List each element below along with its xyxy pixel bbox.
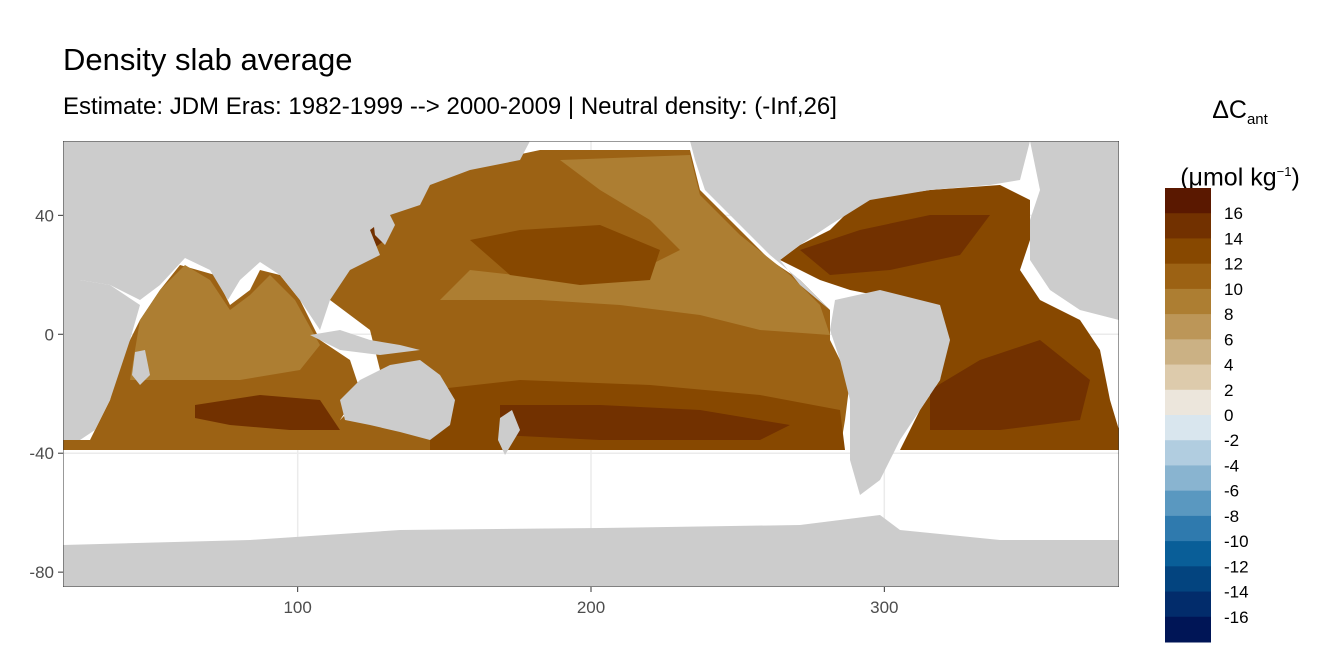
y-tick-label-3: -80 [29, 563, 54, 582]
legend-unit-pre: (μmol kg [1180, 163, 1277, 192]
indian-north-light [130, 265, 320, 380]
legend-label-6: 4 [1224, 356, 1233, 375]
legend-colorbar: 16 14 12 10 8 6 4 2 0 -2 -4 -6 -8 -10 -12 -14 -16 [1165, 188, 1249, 643]
legend-swatch-9 [1165, 415, 1211, 441]
legend-label-7: 2 [1224, 381, 1233, 400]
x-axis: 100 200 300 [283, 587, 899, 617]
legend-label-11: -6 [1224, 482, 1239, 501]
y-axis: 40 0 -40 -80 [29, 206, 63, 582]
legend-label-0: 16 [1224, 204, 1243, 223]
legend-unit-sup: −1 [1276, 164, 1292, 179]
y-tick-label-0: 40 [35, 206, 54, 225]
legend-title-main: ΔC [1212, 96, 1247, 124]
legend-swatch-1 [1165, 213, 1211, 239]
legend-label-13: -10 [1224, 532, 1249, 551]
pacific-south-dark [500, 405, 790, 440]
map-subtitle: Estimate: JDM Eras: 1982-1999 --> 2000-2… [63, 93, 837, 120]
legend-swatch-8 [1165, 389, 1211, 416]
legend-swatch-6 [1165, 339, 1211, 366]
legend-label-9: -2 [1224, 431, 1239, 450]
legend-label-16: -16 [1224, 608, 1249, 627]
indian-south-dark [195, 395, 340, 430]
legend-swatch-3 [1165, 263, 1211, 290]
legend-label-2: 12 [1224, 255, 1243, 274]
europe-land [1030, 141, 1119, 320]
africa-land [63, 280, 140, 440]
eurasia-land [63, 141, 530, 330]
pacific-subtropical-core [470, 225, 660, 285]
legend-label-3: 10 [1224, 280, 1243, 299]
map-panel [63, 141, 1119, 587]
pacific-band-light [440, 155, 830, 335]
legend-swatch-15 [1165, 566, 1211, 593]
south-america-land [830, 290, 950, 495]
japan-land [372, 205, 395, 245]
legend-swatch-2 [1165, 238, 1211, 265]
y-tick-label-2: -40 [29, 444, 54, 463]
legend-label-15: -14 [1224, 583, 1249, 602]
legend-title: ΔCant (μmol kg−1) [1160, 84, 1320, 203]
legend-swatch-17 [1165, 616, 1211, 643]
legend-label-5: 6 [1224, 330, 1233, 349]
legend-swatch-10 [1165, 440, 1211, 466]
legend-label-10: -4 [1224, 456, 1239, 475]
map-title: Density slab average [63, 42, 353, 77]
legend-swatch-4 [1165, 288, 1211, 315]
legend-label-12: -8 [1224, 507, 1239, 526]
north-america-land [690, 141, 1030, 310]
australia-land [340, 360, 455, 440]
indonesia-land [310, 330, 420, 355]
legend-label-14: -12 [1224, 557, 1249, 576]
ocean-field [63, 150, 1119, 450]
legend-label-4: 8 [1224, 305, 1233, 324]
legend-swatch-14 [1165, 541, 1211, 567]
legend-label-8: 0 [1224, 406, 1233, 425]
legend-unit-post: ) [1291, 163, 1300, 192]
legend-swatch-16 [1165, 591, 1211, 618]
legend-swatch-0 [1165, 188, 1211, 214]
madagascar-land [132, 350, 150, 385]
legend-swatch-11 [1165, 465, 1211, 492]
legend-swatch-7 [1165, 364, 1211, 391]
atlantic-south-dark [930, 340, 1090, 430]
legend-swatch-12 [1165, 490, 1211, 517]
land-masses [63, 141, 1119, 587]
legend-swatch-13 [1165, 515, 1211, 542]
x-tick-label-2: 300 [870, 598, 898, 617]
x-tick-label-0: 100 [283, 598, 311, 617]
antarctica-land [63, 515, 1119, 587]
legend-title-sub: ant [1246, 111, 1268, 128]
legend-label-1: 14 [1224, 229, 1243, 248]
atlantic-north-dark [800, 215, 990, 275]
legend-swatch-5 [1165, 314, 1211, 340]
new-zealand-land [498, 410, 520, 455]
y-tick-label-1: 0 [45, 325, 54, 344]
x-tick-label-1: 200 [577, 598, 605, 617]
